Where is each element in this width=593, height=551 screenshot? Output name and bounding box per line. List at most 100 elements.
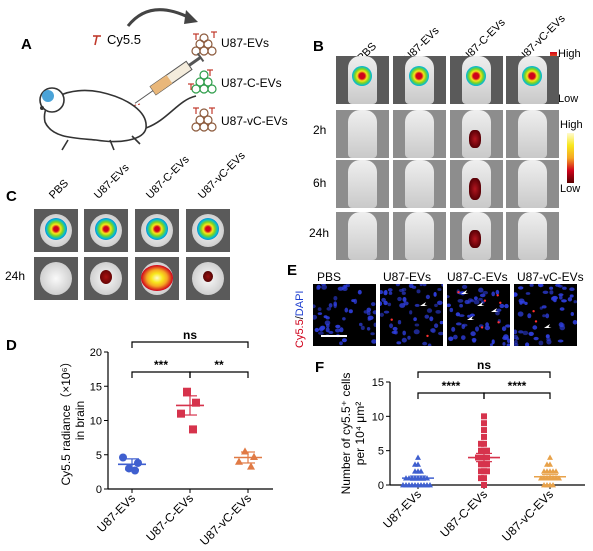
b-image-r2-c3 <box>506 160 559 208</box>
label-u87-vc-evs: U87-vC-EVs <box>221 114 288 128</box>
data-point <box>247 462 255 470</box>
data-point <box>189 425 197 434</box>
c-image-r1-c1 <box>84 257 128 300</box>
c-image-r1-c3 <box>186 257 230 300</box>
data-point <box>478 461 484 468</box>
data-point <box>484 447 490 454</box>
curved-arrow-icon <box>126 8 191 27</box>
panel-a-schematic <box>39 8 217 151</box>
data-point <box>478 468 484 475</box>
b-row-2h: 2h <box>313 123 327 137</box>
y-tick-label: 10 <box>372 411 384 423</box>
cy55-label: Cy5.5 <box>107 32 141 47</box>
syringe-icon <box>134 52 205 104</box>
panel-d-letter: D <box>6 337 17 354</box>
e-col-pbs: PBS <box>317 270 342 284</box>
ns-label: ns <box>183 330 197 342</box>
data-point <box>412 461 418 467</box>
e-col-u87-vc-evs: U87-vC-EVs <box>517 270 584 284</box>
y-tick-label: 15 <box>372 377 384 389</box>
sig2-bracket <box>189 371 249 378</box>
arrowhead-icon <box>544 324 552 328</box>
b-image-r0-c1 <box>393 56 446 104</box>
b-image-r3-c3 <box>506 212 559 260</box>
y-tick-label: 0 <box>378 480 384 492</box>
data-point <box>177 409 185 418</box>
chart-f: 0 5 10 15 Number of cy5.5⁺ cellsper 10⁴ μm² U… <box>339 360 585 544</box>
sig1-label: **** <box>442 379 461 393</box>
e-image-c0 <box>313 284 376 346</box>
b-image-r1-c1 <box>393 110 446 158</box>
b-image-r3-c0 <box>336 212 389 260</box>
ns-bracket <box>131 341 249 348</box>
c-image-r1-c2 <box>135 257 179 300</box>
panel-a-letter: A <box>21 36 32 53</box>
data-point <box>481 420 487 427</box>
e-image-c3 <box>514 284 577 346</box>
data-point <box>131 466 139 475</box>
b-image-r2-c0 <box>336 160 389 208</box>
arrowhead-icon <box>420 302 428 306</box>
b-row-24h: 24h <box>309 226 330 240</box>
y-tick-label: 15 <box>90 381 102 393</box>
x-tick-label: U87-vC-EVs <box>197 491 254 548</box>
data-point <box>235 457 243 465</box>
data-point <box>412 468 418 474</box>
b-image-r3-c1 <box>393 212 446 260</box>
scale1-high: High <box>558 48 581 60</box>
e-label-cy55: Cy5.5 <box>294 319 306 348</box>
e-image-c1 <box>380 284 443 346</box>
b-image-r0-c0 <box>336 56 389 104</box>
b-image-r0-c2 <box>450 56 503 104</box>
data-point <box>553 468 559 474</box>
ev-cluster-c-icon <box>188 69 217 94</box>
label-u87-c-evs: U87-C-EVs <box>221 76 282 90</box>
data-point <box>125 464 133 473</box>
y-tick-label: 0 <box>96 484 102 496</box>
b-image-r3-c2 <box>450 212 503 260</box>
data-point <box>427 482 433 488</box>
e-label-dapi: DAPI <box>294 290 306 317</box>
c-row-24h: 24h <box>5 269 26 283</box>
y-axis-label: Number of cy5.5⁺ cellsper 10⁴ μm² <box>339 373 367 495</box>
b-image-r2-c2 <box>450 160 503 208</box>
arrowhead-icon <box>467 316 475 320</box>
data-point <box>241 447 249 455</box>
x-tick-label: U87-EVs <box>380 487 424 531</box>
x-tick-label: U87-vC-EVs <box>499 487 556 544</box>
data-point <box>481 427 487 434</box>
data-point <box>550 482 556 488</box>
data-point <box>192 398 200 407</box>
data-point <box>415 454 421 460</box>
arrowhead-icon <box>461 290 469 294</box>
panel-c-letter: C <box>6 188 17 205</box>
data-point <box>134 458 142 467</box>
scale2-low: Low <box>560 183 581 195</box>
panel-e-letter: E <box>287 262 298 279</box>
mouse-icon <box>39 87 197 151</box>
sig2-bracket <box>483 392 551 399</box>
scale1-low: Low <box>558 93 579 105</box>
b-image-r1-c3 <box>506 110 559 158</box>
x-tick-label: U87-EVs <box>94 491 138 535</box>
sig1-label: *** <box>154 358 168 372</box>
e-col-u87-c-evs: U87-C-EVs <box>447 270 508 284</box>
b-row-6h: 6h <box>313 176 327 190</box>
ev-cluster-icon <box>191 31 217 56</box>
c-image-r0-c0 <box>34 209 78 252</box>
sig1-bracket <box>417 392 485 399</box>
data-point <box>183 387 191 396</box>
ns-bracket <box>417 371 551 378</box>
arrowhead-icon <box>491 308 499 312</box>
y-tick-label: 5 <box>96 450 102 462</box>
data-point <box>481 433 487 440</box>
data-point <box>478 440 484 447</box>
b-image-r0-c3 <box>506 56 559 104</box>
y-tick-label: 10 <box>90 416 102 428</box>
data-point <box>478 447 484 454</box>
arrowhead-icon <box>477 302 485 306</box>
data-point <box>400 482 406 488</box>
e-stain-label: Cy5.5/DAPI <box>294 291 306 349</box>
data-point <box>119 453 127 462</box>
